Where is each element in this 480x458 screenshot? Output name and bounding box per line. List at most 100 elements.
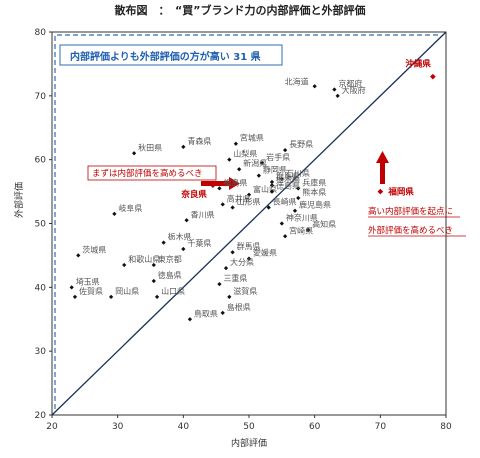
data-point: [181, 144, 186, 150]
left-note: まずは内部評価を高めるべき: [92, 168, 203, 179]
point-label: 長崎県: [273, 197, 297, 207]
point-label: 岡山県: [115, 286, 139, 296]
point-label: 山形県: [237, 197, 261, 207]
y-axis-label: 外部評価: [13, 182, 25, 218]
point-label: 滋賀県: [233, 286, 257, 296]
data-point: [430, 73, 436, 80]
y-tick-label: 40: [35, 283, 47, 293]
x-tick-label: 20: [46, 422, 58, 432]
x-tick-label: 60: [309, 422, 321, 432]
point-label: 島根県: [227, 302, 251, 312]
point-label: 宮城県: [240, 133, 264, 143]
point-label: 鹿児島県: [299, 200, 331, 210]
point-label: 大分県: [230, 257, 254, 267]
data-point: [282, 147, 288, 153]
data-point: [227, 294, 232, 300]
data-point: [260, 160, 265, 165]
right-note-line-2: 外部評価を高めるべき: [368, 225, 453, 236]
y-tick-label: 50: [35, 220, 47, 230]
data-point: [223, 266, 229, 271]
data-point: [217, 282, 222, 287]
y-axis-ticks: 20 30 40 50 60 70 80: [35, 28, 52, 421]
point-label: 岩手県: [266, 152, 290, 162]
point-label: 静岡県: [263, 165, 287, 175]
point-label: 宮崎県: [289, 225, 313, 235]
data-point: [230, 250, 235, 255]
point-label: 群馬県: [276, 171, 300, 181]
point-label: 栃木県: [276, 174, 300, 184]
data-point: [266, 205, 271, 210]
data-point: [161, 240, 166, 245]
data-point: [279, 221, 284, 226]
data-point: [151, 262, 156, 268]
point-label: 熊本県: [302, 187, 326, 197]
point-label: 東京都: [158, 254, 182, 264]
data-point: [227, 157, 232, 162]
data-point: [151, 278, 156, 284]
point-label: 青森県: [187, 136, 211, 146]
point-label: 山梨県: [233, 149, 257, 159]
point-label: 香川県: [191, 209, 215, 219]
x-tick-label: 80: [440, 422, 452, 432]
data-point: [112, 211, 117, 217]
x-axis-label: 内部評価: [231, 437, 267, 449]
point-label: 栃木県: [168, 232, 192, 242]
data-point: [246, 256, 252, 261]
up-arrow-icon: [376, 151, 389, 184]
data-point: [131, 151, 137, 156]
data-point: [269, 189, 275, 194]
y-tick-label: 70: [35, 92, 47, 102]
point-label: 茨城県: [82, 244, 106, 254]
point-label: 愛媛県: [253, 248, 277, 258]
point-label: 富山県: [253, 184, 277, 194]
data-point: [76, 253, 81, 258]
point-label: 京都府: [338, 78, 362, 88]
point-label: 福島県: [223, 177, 247, 187]
data-point: [154, 294, 160, 300]
y-tick-label: 80: [35, 28, 47, 38]
diagonal-line: [51, 31, 447, 416]
top-left-annotation: 内部評価よりも外部評価の方が高い 31 県: [70, 50, 261, 63]
y-tick-label: 60: [35, 156, 47, 166]
point-label: 埼玉県: [76, 276, 100, 286]
point-label: 群馬県: [237, 241, 261, 251]
point-label: 兵庫県: [302, 177, 326, 187]
x-tick-label: 30: [112, 422, 124, 432]
y-tick-label: 20: [35, 411, 47, 421]
point-label: 鳥取県: [194, 308, 218, 318]
right-arrow-icon: [201, 177, 240, 190]
data-point: [233, 141, 238, 146]
data-point: [187, 317, 193, 322]
data-point: [256, 173, 261, 178]
data-point: [377, 188, 384, 195]
x-tick-label: 70: [375, 422, 387, 432]
point-label: 和歌山県: [128, 254, 160, 264]
data-point: [246, 192, 252, 197]
data-point: [184, 218, 189, 223]
data-point: [282, 234, 288, 239]
point-label: 高知県: [312, 219, 336, 229]
point-label: 石川県: [286, 169, 310, 178]
left-note-box: [87, 165, 217, 181]
point-label: 長野県: [289, 140, 313, 149]
data-point: [181, 246, 186, 252]
data-point: [269, 179, 275, 185]
data-point: [217, 186, 222, 191]
data-point: [220, 202, 225, 207]
top-left-annotation-box: [59, 44, 283, 66]
point-label: 岐阜県: [118, 203, 142, 213]
data-point: [296, 195, 301, 201]
chart-title: 散布図 ： “買”ブランド力の内部評価と外部評価: [115, 3, 366, 17]
point-label: 新潟県: [243, 158, 267, 168]
data-point: [230, 205, 235, 210]
point-label: 三重県: [223, 273, 247, 283]
point-label: 大阪府: [342, 85, 366, 95]
point-label: 神奈川県: [286, 213, 318, 223]
point-label: 佐賀県: [79, 286, 103, 296]
x-axis-ticks: 20 30 40 50 60 70 80: [46, 415, 452, 432]
data-point: [305, 227, 311, 233]
point-label: 北海道: [285, 76, 309, 86]
point-label: 山口県: [161, 286, 185, 296]
x-tick-label: 40: [178, 422, 190, 432]
